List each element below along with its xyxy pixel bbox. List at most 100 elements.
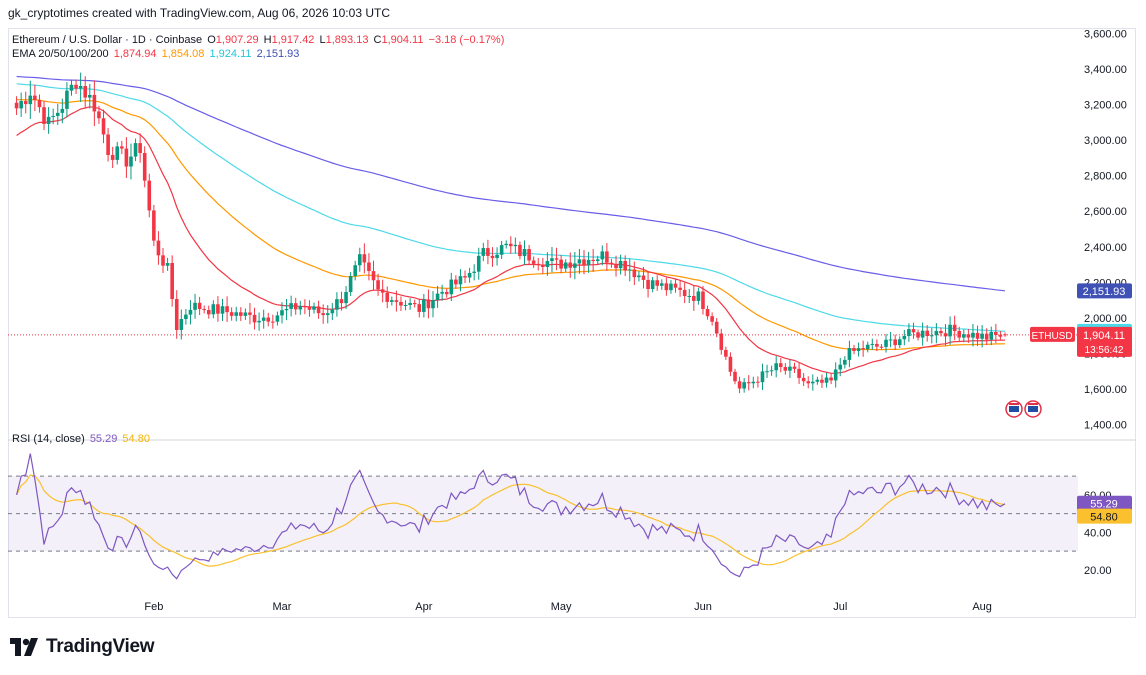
price-tick-label: 2,600.00 (1084, 206, 1127, 218)
candle-body (83, 85, 88, 98)
candle-body (467, 272, 472, 278)
candle-body (248, 312, 252, 315)
candle-body (641, 275, 646, 280)
candle-body (449, 279, 454, 295)
candle-body (728, 356, 733, 372)
ema-legend[interactable]: EMA 20/50/100/200 1,874.94 1,854.08 1,92… (12, 48, 299, 60)
candle-body (893, 339, 897, 346)
candle-body (577, 259, 582, 264)
rsi-ma-value: 54.80 (122, 433, 150, 445)
candle-body (174, 299, 179, 330)
candle-body (637, 275, 641, 278)
open-value: 1,907.29 (215, 34, 259, 46)
candle-body (957, 330, 962, 338)
change-value: −3.18 (−0.17%) (428, 34, 505, 46)
candle-body (646, 279, 650, 290)
candle-body (943, 333, 948, 337)
ema200-price-tag-bg (1077, 283, 1132, 299)
candle-body (431, 300, 435, 309)
low-value: 1,893.13 (325, 34, 369, 46)
candle-body (536, 263, 541, 265)
candle-body (385, 292, 390, 302)
candle-body (595, 259, 600, 262)
candle-body (545, 261, 550, 268)
ema20-value: 1,874.94 (113, 48, 157, 60)
candle-body (746, 382, 751, 384)
candle-body (133, 143, 138, 157)
candle-body (202, 309, 206, 311)
candle-body (934, 331, 939, 336)
event-flag-icon (1028, 406, 1038, 412)
candle-body (508, 243, 513, 247)
candle-body (806, 381, 811, 384)
candle-body (463, 276, 467, 278)
candle-body (797, 368, 801, 378)
candle-body (998, 334, 1003, 337)
candle-body (975, 332, 980, 339)
chart-frame (8, 28, 1136, 618)
candle-body (861, 348, 865, 350)
candle-body (820, 379, 824, 383)
candle-body (948, 324, 952, 337)
rsi-ma-line (16, 474, 1006, 567)
candle-body (897, 339, 902, 346)
candle-body (655, 280, 660, 286)
candle-body (74, 84, 78, 89)
high-value: 1,917.42 (271, 34, 315, 46)
candle-body (541, 264, 545, 268)
candle-body (161, 255, 165, 266)
rsi-legend[interactable]: RSI (14, close) 55.29 54.80 (12, 433, 150, 445)
candle-body (920, 330, 925, 338)
candle-body (55, 112, 60, 116)
candle-body (120, 146, 124, 149)
candle-body (225, 306, 229, 313)
candle-body (719, 333, 724, 350)
candle-body (701, 291, 705, 310)
candle-body (243, 312, 248, 316)
candle-body (614, 264, 618, 269)
candle-body (257, 320, 261, 323)
candle-body (692, 296, 696, 301)
candle-body (362, 254, 367, 263)
candle-body (14, 102, 19, 109)
candle-body (440, 291, 444, 294)
x-tick-label: Mar (273, 601, 292, 613)
candle-body (87, 94, 92, 98)
candle-body (605, 251, 609, 263)
tradingview-logo[interactable]: TradingView (10, 636, 155, 658)
candle-body (271, 321, 275, 323)
candle-body (573, 263, 577, 268)
symbol-tag-bg (1030, 326, 1075, 342)
candle-body (559, 259, 563, 269)
candle-body (984, 333, 989, 340)
rsi-tick-label: 40.00 (1084, 527, 1112, 539)
candle-body (650, 280, 655, 290)
candle-body (902, 335, 907, 340)
candle-body (980, 333, 984, 339)
candle-body (367, 262, 371, 272)
candle-body (348, 275, 353, 293)
candle-body (939, 331, 943, 334)
candle-body (856, 348, 861, 351)
candle-body (380, 289, 385, 293)
candle-body (627, 269, 632, 271)
candle-body (971, 332, 975, 338)
candle-body (563, 262, 568, 269)
candle-body (129, 156, 133, 167)
candle-body (989, 331, 994, 340)
candle-body (609, 262, 614, 265)
candle-body (952, 324, 957, 331)
candle-body (678, 287, 682, 290)
rsi-tag-bg (1077, 495, 1132, 511)
candle-body (811, 381, 815, 384)
low-label: L (319, 34, 326, 46)
candle-body (550, 258, 554, 262)
candle-body (733, 371, 737, 382)
high-label: H (263, 34, 272, 46)
candle-body (426, 299, 431, 309)
candle-body (623, 260, 627, 271)
ema200-value: 2,151.93 (256, 48, 300, 60)
symbol-legend[interactable]: Ethereum / U.S. Dollar · 1D · Coinbase O… (12, 34, 504, 46)
candle-body (824, 377, 829, 383)
